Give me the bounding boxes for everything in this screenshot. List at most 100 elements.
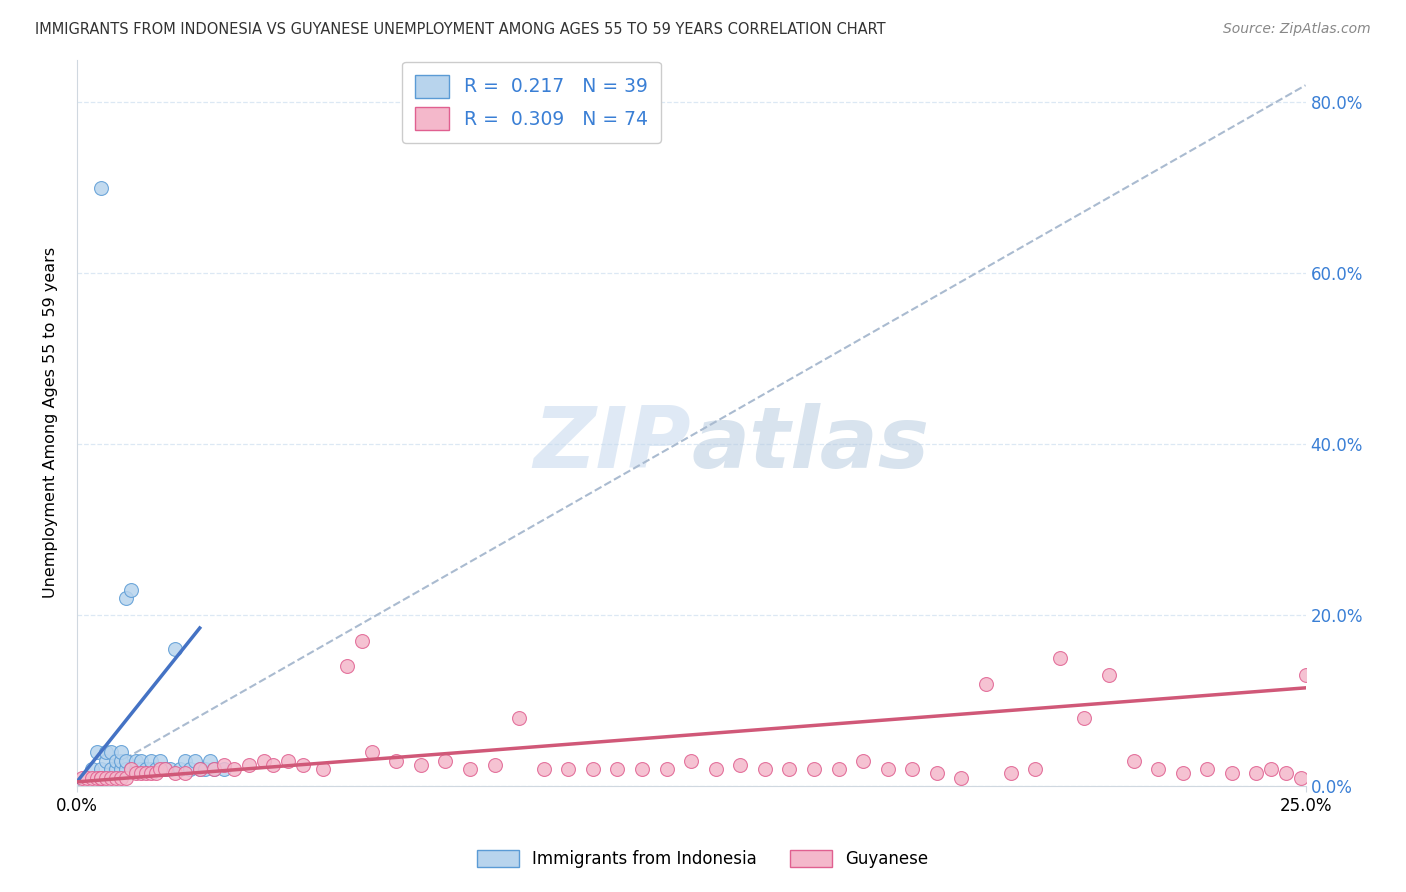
- Point: [458, 762, 481, 776]
- Point: [360, 745, 382, 759]
- Point: [1049, 651, 1071, 665]
- Point: [925, 766, 948, 780]
- Text: ZIP: ZIP: [533, 403, 692, 486]
- Point: [90, 762, 112, 776]
- Point: [129, 754, 152, 768]
- Point: [901, 762, 924, 776]
- Point: [105, 754, 128, 768]
- Point: [86, 771, 108, 785]
- Legend: R =  0.217   N = 39, R =  0.309   N = 74: R = 0.217 N = 39, R = 0.309 N = 74: [402, 62, 661, 143]
- Point: [100, 762, 122, 776]
- Point: [852, 754, 875, 768]
- Point: [96, 771, 118, 785]
- Point: [120, 582, 142, 597]
- Point: [139, 762, 162, 776]
- Point: [779, 762, 801, 776]
- Point: [704, 762, 727, 776]
- Point: [179, 762, 201, 776]
- Point: [80, 771, 103, 785]
- Point: [1122, 754, 1144, 768]
- Point: [149, 762, 172, 776]
- Point: [110, 771, 132, 785]
- Point: [606, 762, 628, 776]
- Point: [214, 757, 236, 772]
- Point: [827, 762, 849, 776]
- Point: [76, 771, 98, 785]
- Point: [291, 757, 314, 772]
- Point: [730, 757, 752, 772]
- Point: [1197, 762, 1219, 776]
- Point: [1275, 766, 1298, 780]
- Point: [198, 754, 221, 768]
- Point: [105, 762, 128, 776]
- Point: [155, 762, 177, 776]
- Point: [129, 762, 152, 776]
- Point: [484, 757, 506, 772]
- Point: [125, 754, 148, 768]
- Point: [110, 762, 132, 776]
- Point: [262, 757, 284, 772]
- Point: [165, 642, 187, 657]
- Point: [184, 754, 207, 768]
- Point: [1295, 668, 1317, 682]
- Point: [115, 771, 138, 785]
- Point: [194, 762, 217, 776]
- Point: [1000, 766, 1022, 780]
- Point: [80, 762, 103, 776]
- Point: [135, 766, 157, 780]
- Point: [557, 762, 579, 776]
- Point: [96, 745, 118, 759]
- Point: [950, 771, 973, 785]
- Point: [1073, 711, 1095, 725]
- Point: [90, 181, 112, 195]
- Point: [174, 766, 197, 780]
- Point: [96, 754, 118, 768]
- Point: [336, 659, 359, 673]
- Y-axis label: Unemployment Among Ages 55 to 59 years: Unemployment Among Ages 55 to 59 years: [44, 247, 58, 599]
- Point: [214, 762, 236, 776]
- Point: [90, 771, 112, 785]
- Point: [135, 762, 157, 776]
- Point: [533, 762, 555, 776]
- Point: [174, 754, 197, 768]
- Point: [169, 762, 191, 776]
- Point: [238, 757, 260, 772]
- Point: [350, 633, 373, 648]
- Point: [139, 766, 162, 780]
- Point: [277, 754, 299, 768]
- Point: [681, 754, 703, 768]
- Point: [1246, 766, 1268, 780]
- Point: [120, 762, 142, 776]
- Point: [409, 757, 432, 772]
- Point: [252, 754, 274, 768]
- Point: [129, 766, 152, 780]
- Point: [90, 771, 112, 785]
- Point: [1171, 766, 1194, 780]
- Text: Source: ZipAtlas.com: Source: ZipAtlas.com: [1223, 22, 1371, 37]
- Point: [125, 762, 148, 776]
- Point: [115, 754, 138, 768]
- Point: [100, 771, 122, 785]
- Point: [803, 762, 825, 776]
- Point: [155, 762, 177, 776]
- Point: [125, 766, 148, 780]
- Point: [754, 762, 776, 776]
- Point: [188, 762, 211, 776]
- Point: [120, 762, 142, 776]
- Point: [224, 762, 246, 776]
- Point: [876, 762, 898, 776]
- Point: [1098, 668, 1121, 682]
- Point: [165, 766, 187, 780]
- Point: [434, 754, 457, 768]
- Point: [1024, 762, 1046, 776]
- Point: [149, 754, 172, 768]
- Point: [508, 711, 530, 725]
- Point: [1220, 766, 1243, 780]
- Point: [1147, 762, 1170, 776]
- Text: IMMIGRANTS FROM INDONESIA VS GUYANESE UNEMPLOYMENT AMONG AGES 55 TO 59 YEARS COR: IMMIGRANTS FROM INDONESIA VS GUYANESE UN…: [35, 22, 886, 37]
- Point: [110, 745, 132, 759]
- Point: [145, 766, 167, 780]
- Point: [631, 762, 654, 776]
- Point: [139, 754, 162, 768]
- Point: [204, 762, 226, 776]
